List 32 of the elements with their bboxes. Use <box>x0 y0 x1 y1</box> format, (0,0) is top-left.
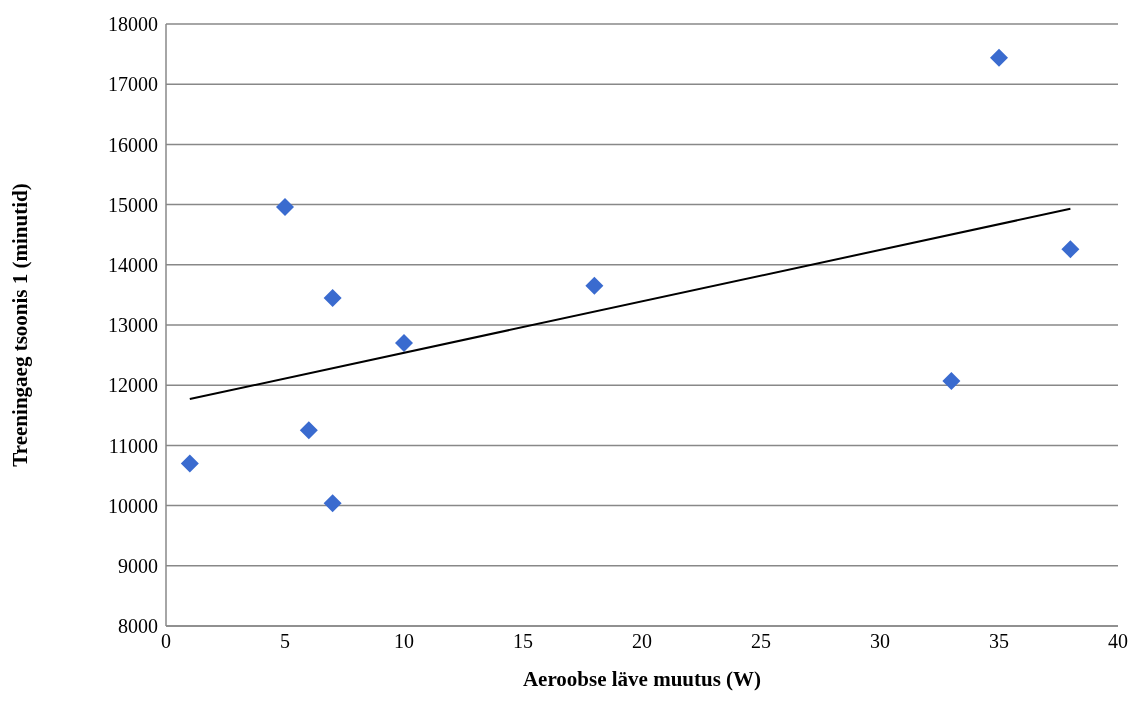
point <box>299 421 318 440</box>
point <box>180 454 199 473</box>
y-axis-title: Treeningaeg tsoonis 1 (minutid) <box>8 183 33 467</box>
x-tick-label: 10 <box>394 630 414 653</box>
x-tick-label: 15 <box>513 630 533 653</box>
y-tick-label: 13000 <box>108 314 158 337</box>
point <box>990 48 1008 67</box>
point <box>323 288 342 307</box>
point <box>585 276 604 295</box>
y-tick-label: 18000 <box>108 13 158 36</box>
y-tick-label: 8000 <box>118 615 158 638</box>
y-tick-label: 15000 <box>108 193 158 216</box>
x-axis-title: Aeroobse läve muutus (W) <box>522 667 762 691</box>
x-tick-label: 40 <box>1108 630 1128 653</box>
point <box>395 334 413 353</box>
y-tick-label: 16000 <box>108 133 158 156</box>
y-tick-label: 11000 <box>108 434 158 457</box>
y-tick-label: 12000 <box>108 374 158 397</box>
point <box>276 198 294 217</box>
x-tick-label: 5 <box>280 630 290 653</box>
y-tick-label: 17000 <box>108 73 158 96</box>
y-tick-label: 14000 <box>108 253 158 276</box>
point <box>323 494 342 513</box>
point <box>1061 240 1080 259</box>
x-tick-label: 30 <box>870 630 890 653</box>
x-tick-label: 25 <box>751 630 771 653</box>
x-tick-label: 35 <box>989 630 1009 653</box>
point <box>942 371 961 390</box>
x-tick-label: 20 <box>632 630 652 653</box>
x-tick-label: 0 <box>161 630 171 653</box>
y-tick-label: 10000 <box>108 494 158 517</box>
y-tick-label: 9000 <box>118 554 158 577</box>
